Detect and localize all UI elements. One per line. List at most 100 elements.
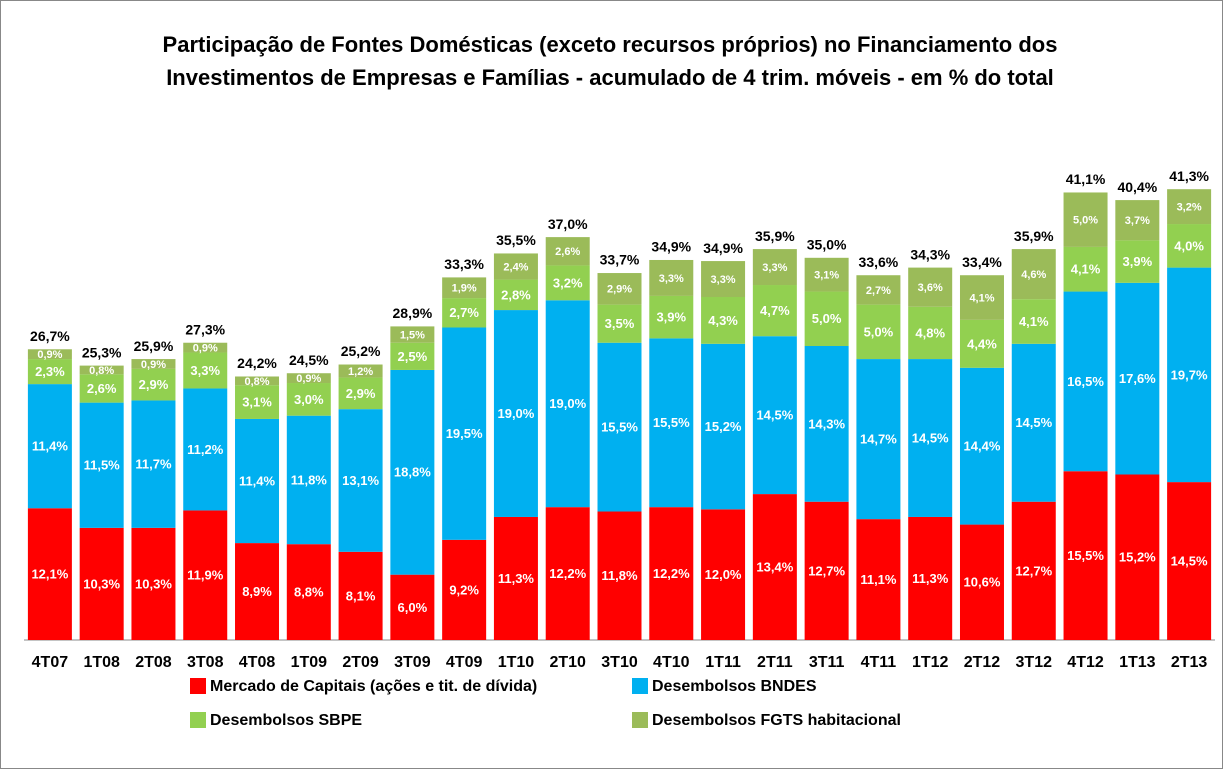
- bar-segment: [1115, 474, 1160, 640]
- data-label: 2,6%: [87, 381, 117, 396]
- x-tick-label: 2T12: [964, 654, 1001, 671]
- data-label: 14,5%: [1015, 415, 1052, 430]
- data-label: 1,9%: [452, 283, 477, 295]
- data-label: 0,9%: [296, 373, 321, 385]
- bar-segment: [908, 359, 953, 517]
- bar-segment: [338, 551, 383, 640]
- data-label: 3,1%: [814, 270, 839, 282]
- bar-segment: [545, 265, 590, 301]
- total-label: 35,0%: [807, 237, 847, 253]
- bar-segment: [183, 510, 228, 640]
- data-label: 5,0%: [1073, 215, 1098, 227]
- bar-segment: [493, 279, 538, 311]
- bar-segment: [235, 376, 280, 386]
- bar-segment: [752, 249, 797, 286]
- data-label: 11,7%: [135, 457, 172, 472]
- data-label: 3,3%: [659, 273, 684, 285]
- data-label: 1,5%: [400, 329, 425, 341]
- total-label: 28,9%: [393, 305, 433, 321]
- x-tick-label: 1T10: [498, 654, 535, 671]
- x-tick-label: 2T09: [342, 654, 379, 671]
- bar-segment: [79, 365, 124, 375]
- data-label: 14,7%: [860, 432, 897, 447]
- data-label: 4,6%: [1021, 269, 1046, 281]
- x-tick-label: 2T13: [1171, 654, 1208, 671]
- data-label: 11,8%: [601, 568, 638, 583]
- data-label: 19,7%: [1171, 367, 1208, 382]
- x-tick-label: 1T11: [705, 654, 741, 671]
- bar-segment: [1167, 267, 1212, 483]
- data-label: 3,3%: [711, 274, 736, 286]
- data-label: 8,1%: [346, 588, 376, 603]
- bar-segment: [597, 273, 642, 305]
- legend-label: Mercado de Capitais (ações e tit. de dív…: [210, 678, 537, 695]
- legend-label: Desembolsos SBPE: [210, 712, 362, 729]
- x-tick-label: 4T09: [446, 654, 483, 671]
- bar-segment: [442, 277, 487, 299]
- bar-segment: [804, 501, 849, 640]
- bar-segment: [856, 359, 901, 520]
- data-label: 3,3%: [762, 262, 787, 274]
- bar-segment: [908, 516, 953, 640]
- data-label: 12,2%: [653, 566, 690, 581]
- bar-segment: [545, 237, 590, 266]
- data-label: 4,4%: [967, 336, 997, 351]
- bar-segment: [752, 285, 797, 337]
- bar-segment: [79, 374, 124, 403]
- bar-segment: [649, 259, 694, 296]
- data-label: 3,2%: [1177, 202, 1202, 214]
- bar-segment: [183, 352, 228, 389]
- legend-label: Desembolsos FGTS habitacional: [652, 712, 901, 729]
- total-label: 41,1%: [1066, 171, 1106, 187]
- data-label: 11,2%: [187, 442, 224, 457]
- data-label: 3,9%: [1123, 254, 1153, 269]
- x-tick-label: 3T09: [394, 654, 431, 671]
- data-label: 14,5%: [1171, 553, 1208, 568]
- data-label: 4,0%: [1174, 238, 1204, 253]
- data-label: 15,2%: [705, 419, 742, 434]
- data-label: 19,0%: [549, 396, 586, 411]
- bar-segment: [442, 539, 487, 640]
- data-label: 11,4%: [32, 439, 69, 454]
- bar-segment: [1115, 240, 1160, 283]
- legend-swatch: [190, 678, 206, 694]
- data-label: 3,7%: [1125, 215, 1150, 227]
- data-label: 12,2%: [549, 566, 586, 581]
- bar-segment: [1063, 246, 1108, 292]
- bar-segment: [131, 359, 176, 369]
- x-tick-label: 3T11: [809, 654, 845, 671]
- data-label: 14,5%: [912, 430, 949, 445]
- bar-segment: [442, 298, 487, 328]
- data-label: 0,9%: [141, 359, 166, 371]
- bar-segment: [1167, 482, 1212, 640]
- bar-segment: [131, 400, 176, 528]
- bar-segment: [390, 574, 435, 640]
- data-label: 6,0%: [398, 600, 428, 615]
- data-label: 5,0%: [864, 324, 894, 339]
- bar-segment: [131, 368, 176, 401]
- bar-segment: [493, 310, 538, 517]
- data-label: 12,1%: [31, 567, 68, 582]
- bar-segment: [959, 275, 1004, 320]
- data-label: 11,1%: [860, 572, 897, 587]
- data-label: 10,3%: [135, 576, 172, 591]
- bar-segment: [752, 494, 797, 640]
- bar-segment: [856, 304, 901, 360]
- bar-segment: [701, 509, 746, 640]
- x-tick-label: 4T12: [1067, 654, 1104, 671]
- data-label: 2,9%: [346, 386, 376, 401]
- data-label: 4,7%: [760, 303, 790, 318]
- bar-segment: [701, 261, 746, 297]
- bar-segment: [390, 369, 435, 575]
- x-tick-label: 1T09: [291, 654, 328, 671]
- bar-segment: [27, 359, 72, 385]
- bar-segment: [1011, 343, 1056, 502]
- legend-swatch: [632, 712, 648, 728]
- data-label: 3,0%: [294, 392, 324, 407]
- bar-segment: [804, 291, 849, 346]
- data-label: 2,3%: [35, 364, 65, 379]
- total-label: 41,3%: [1169, 168, 1209, 184]
- bar-segment: [1063, 192, 1108, 247]
- data-label: 11,4%: [239, 473, 276, 488]
